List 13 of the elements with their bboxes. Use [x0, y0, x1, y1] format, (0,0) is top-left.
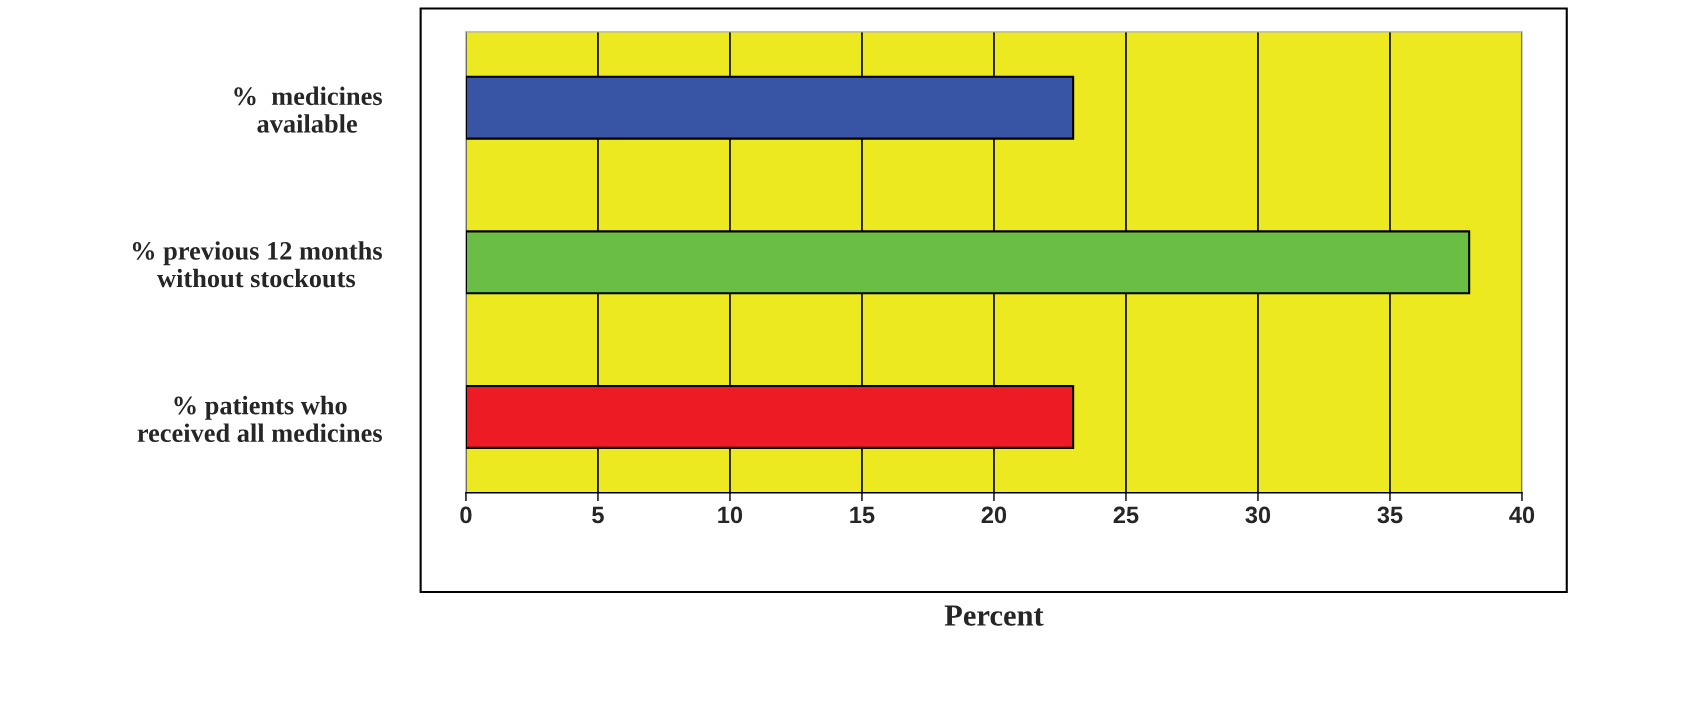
x-tick-label: 15 [850, 506, 875, 524]
x-tick-label: 30 [1245, 506, 1271, 524]
x-tick-label: 5 [592, 506, 604, 524]
x-tick-label: 0 [460, 506, 472, 524]
x-tick-label: 10 [718, 506, 743, 524]
y-tick-label: % medicines available [234, 86, 382, 133]
x-tick-label: 20 [981, 506, 1007, 524]
x-axis-title: Percent [944, 605, 1044, 626]
y-tick-label: % patients who received all medicines [137, 395, 382, 443]
x-tick-label: 35 [1377, 506, 1403, 524]
x-tick-label: 40 [1509, 506, 1535, 524]
y-tick-label: % previous 12 months without stockouts [132, 241, 382, 288]
x-tick-label: 25 [1113, 506, 1139, 524]
